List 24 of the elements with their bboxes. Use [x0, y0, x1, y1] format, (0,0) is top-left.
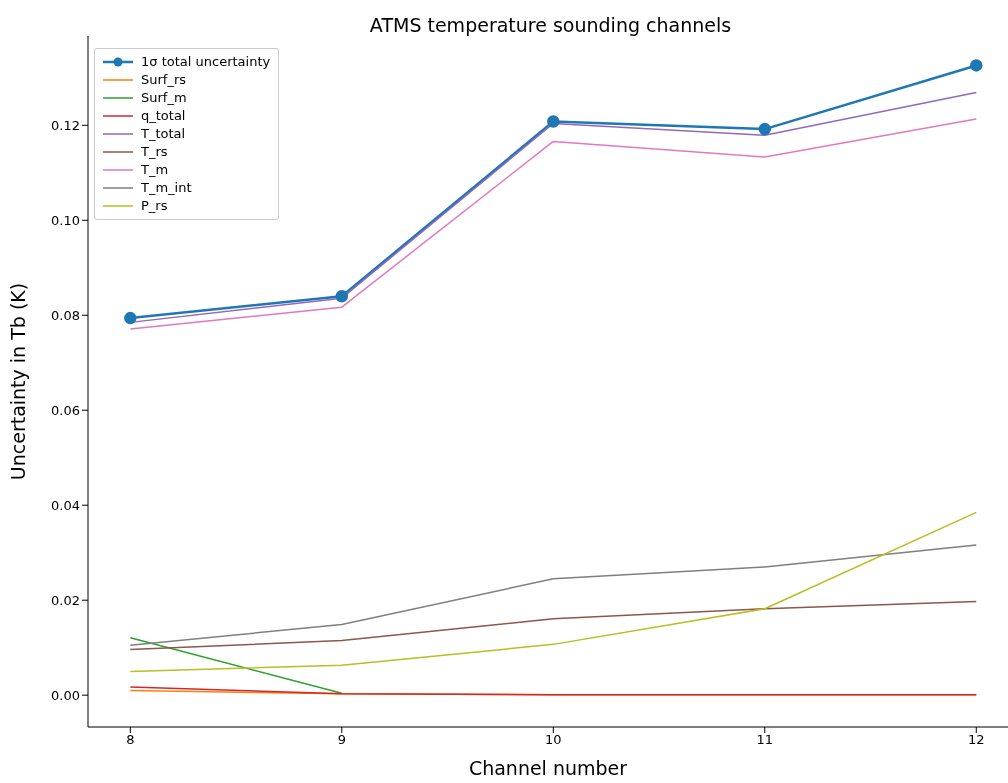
legend-label: T_m: [141, 161, 169, 179]
x-tick-label: 10: [545, 732, 562, 748]
legend-label: T_total: [141, 125, 186, 143]
legend-label: T_rs: [141, 143, 168, 161]
y-tick-label: 0.00: [51, 687, 80, 703]
chart-title: ATMS temperature sounding channels: [368, 14, 733, 36]
y-axis-title: Uncertainty in Tb (K): [6, 282, 29, 481]
legend-label: T_m_int: [141, 179, 192, 197]
x-tick-label: 12: [968, 732, 985, 748]
x-tick-label: 8: [126, 732, 135, 748]
y-tick-label: 0.10: [51, 212, 80, 228]
y-tick-label: 0.12: [51, 117, 80, 133]
legend-label: Surf_rs: [141, 71, 187, 89]
y-tick-label: 0.02: [51, 592, 80, 608]
x-tick-label: 11: [756, 732, 774, 748]
legend-label: P_rs: [141, 197, 168, 215]
y-tick-label: 0.04: [51, 497, 80, 513]
legend-label: Surf_m: [141, 89, 187, 107]
y-tick-label: 0.06: [51, 402, 80, 418]
y-tick-label: 0.08: [51, 307, 80, 323]
legend-label: 1σ total uncertainty: [141, 53, 271, 71]
x-tick-label: 9: [337, 732, 346, 748]
x-axis-title: Channel number: [468, 757, 628, 779]
legend-label: q_total: [141, 107, 186, 125]
